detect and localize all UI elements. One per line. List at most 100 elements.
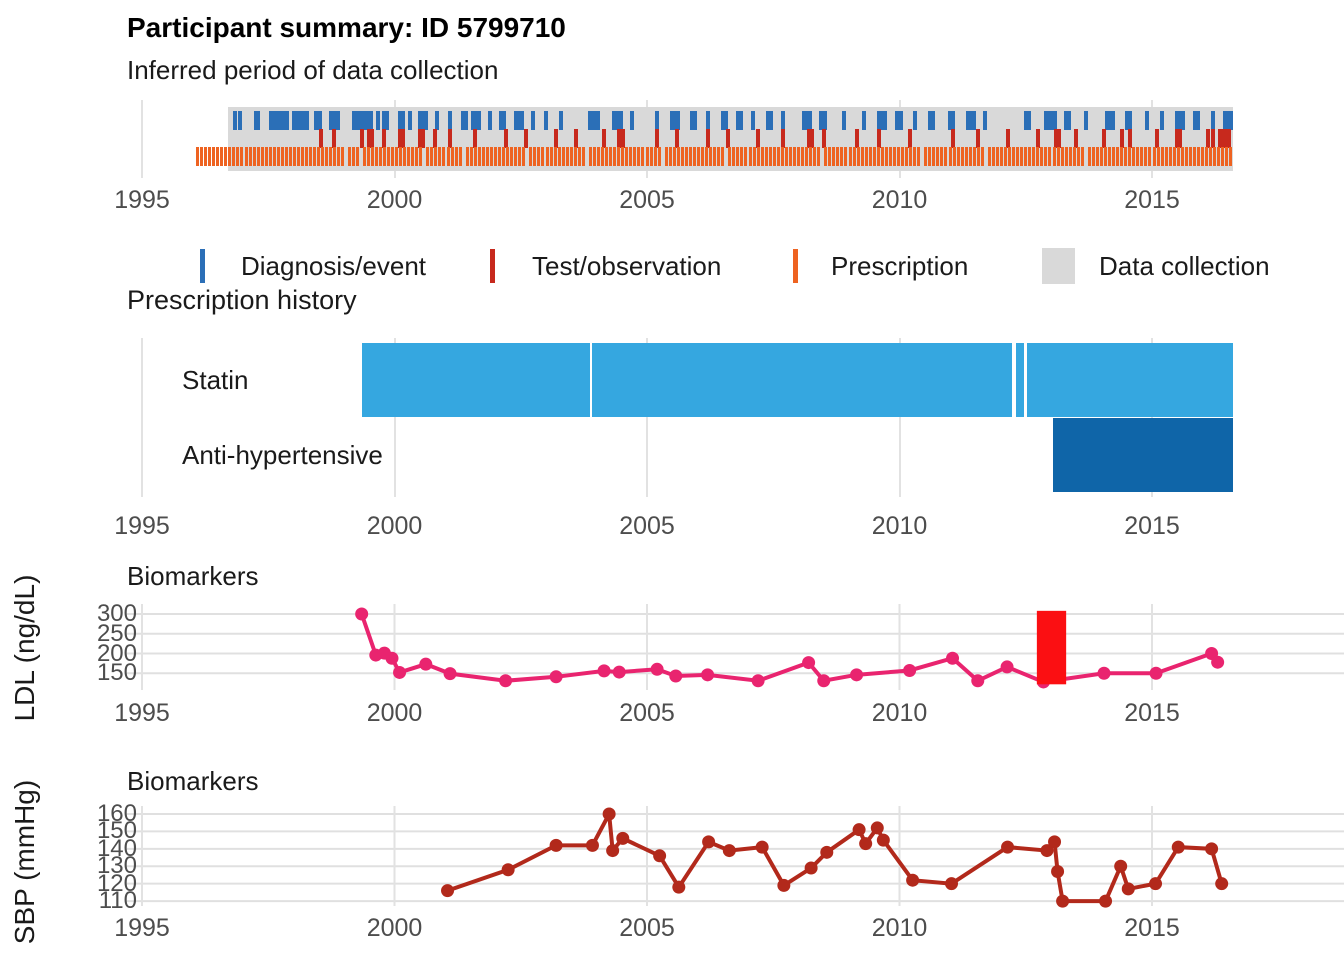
test-observation-tick [503,129,508,148]
prescription-legend-key-icon [793,249,798,283]
prescription-tick [565,147,569,166]
diagnosis-event-tick [417,111,422,130]
prescription-tick [1209,147,1213,166]
prescription-tick [549,147,553,166]
prescription-tick [272,147,276,166]
prescription-tick [382,147,386,166]
y-tick-label: 150 [96,817,137,845]
prescription-tick [407,147,411,166]
diagnosis-event-tick [1223,111,1228,130]
prescription-tick [228,147,232,166]
prescription-tick [553,147,557,166]
prescription-tick [964,147,968,166]
diagnosis-event-tick [502,111,507,130]
prescription-tick [450,147,454,166]
prescription-tick [485,147,489,166]
diagnosis-event-tick [880,111,885,130]
prescription-tick [1036,147,1040,166]
diagnosis-event-tick [781,111,786,130]
test-observation-tick [655,129,660,148]
prescription-tick [788,147,792,166]
prescription-tick [1028,147,1032,166]
prescription-tick [1052,147,1056,166]
prescription-tick [537,147,541,166]
prescription-tick [481,147,485,166]
prescription-tick [477,147,481,166]
diagnosis-event-tick [369,111,374,130]
prescription-tick [276,147,280,166]
prescription-tick [284,147,288,166]
ldl-data-point [817,674,831,688]
gridline-vertical [141,100,143,178]
diagnosis-event-tick [948,111,952,130]
prescription-tick [605,147,609,166]
prescription-tick [1108,147,1112,166]
prescription-tick [1104,147,1108,166]
x-tick-label: 2005 [619,512,675,540]
prescription-tick [1152,147,1156,166]
sbp-data-point [1056,894,1070,908]
prescription-tick [944,147,948,166]
diagnosis-event-tick [375,111,380,130]
test-observation-tick [602,129,607,148]
prescription-tick [844,147,848,166]
diagnosis-event-tick [723,111,728,130]
x-tick-label: 1995 [114,914,170,942]
x-tick-label: 1995 [114,186,170,214]
statin-bar [1015,343,1024,417]
x-tick-label: 2005 [619,699,675,727]
diagnosis-event-tick [738,111,743,130]
x-tick-label: 2005 [619,186,675,214]
diagnosis-event-tick [256,111,261,130]
prescription-tick [764,147,768,166]
prescription-tick [1172,147,1176,166]
diagnosis-event-tick [1160,111,1165,130]
prescription-tick [333,147,337,166]
x-tick-label: 2010 [871,699,928,727]
sbp-data-point [1051,864,1065,878]
sbp-data-point [755,840,769,854]
prescription-tick [832,147,836,166]
test-observation-tick [1218,129,1223,148]
prescription-tick [362,147,366,166]
prescription-tick [545,147,549,166]
prescription-tick [1008,147,1012,166]
prescription-tick [968,147,972,166]
prescription-tick [426,147,430,166]
ldl-data-point [499,674,513,688]
diagnosis-event-tick [1053,111,1058,130]
prescription-tick [991,147,995,166]
test-observation-tick [705,129,710,148]
prescription-tick [317,147,321,166]
sbp-data-point [441,884,455,898]
legend-label: Test/observation [532,251,722,281]
prescription-tick [469,147,473,166]
sbp-data-point [702,835,716,849]
prescription-tick [341,147,345,166]
prescription-tick [641,147,645,166]
prescription-tick [1144,147,1148,166]
prescription-tick [653,147,657,166]
prescription-tick [813,147,817,166]
test-observation-tick [400,129,405,148]
page-title: Participant summary: ID 5799710 [127,12,566,43]
prescription-tick [1164,147,1168,166]
diagnosis-event-tick [1210,111,1215,130]
prescription-tick [852,147,856,166]
prescription-tick [1196,147,1200,166]
test-observation-tick [397,129,402,148]
sbp-y-axis-title: SBP (mmHg) [9,779,40,945]
prescription-tick [892,147,896,166]
diagnosis-event-tick [519,111,524,130]
prescription-tick [672,147,676,166]
y-tick-label: 300 [96,600,137,627]
prescription-tick [232,147,236,166]
ldl-data-point [850,668,864,682]
prescription-tick [1213,147,1217,166]
diagnosis-event-tick [912,111,917,130]
sbp-data-point [777,878,791,892]
sbp-data-point [945,877,959,891]
diagnosis-event-tick [1084,111,1089,130]
y-tick-label: 110 [98,887,137,915]
